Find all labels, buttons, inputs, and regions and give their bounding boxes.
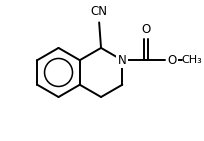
Text: O: O: [141, 23, 151, 36]
Text: N: N: [118, 54, 127, 67]
Text: CH₃: CH₃: [182, 55, 203, 65]
Text: O: O: [168, 54, 177, 67]
Text: CN: CN: [91, 5, 108, 18]
